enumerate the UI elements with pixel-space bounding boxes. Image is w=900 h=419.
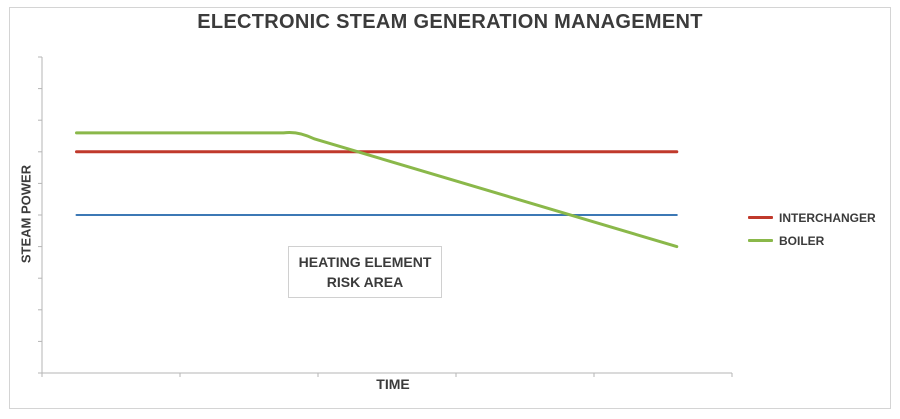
legend-swatch-boiler [748,239,773,242]
annotation-line-2: RISK AREA [326,274,404,290]
legend-label-boiler: BOILER [779,233,825,248]
x-axis-label: TIME [376,376,410,392]
axes [38,56,733,377]
chart-frame [9,7,891,409]
series-line-boiler [75,130,679,249]
legend: INTERCHANGER BOILER [748,206,876,252]
annotation-line-1: HEATING ELEMENT [298,254,432,270]
legend-swatch-interchanger [748,216,773,219]
heating-risk-annotation: HEATING ELEMENT RISK AREA [288,246,442,298]
series-lines [75,130,679,249]
legend-label-interchanger: INTERCHANGER [779,210,876,225]
legend-item-interchanger: INTERCHANGER [748,206,876,229]
chart-title: ELECTRONIC STEAM GENERATION MANAGEMENT [197,11,703,33]
y-axis-label: STEAM POWER [18,164,34,264]
legend-item-boiler: BOILER [748,229,876,252]
